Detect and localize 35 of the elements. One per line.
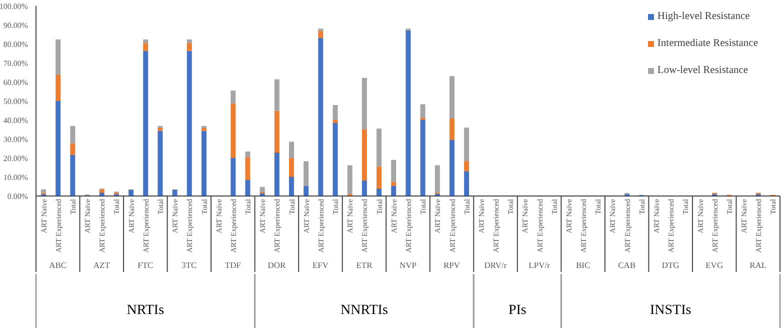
legend-label: Intermediate Resistance xyxy=(657,37,758,51)
text: 3TC xyxy=(182,260,198,270)
text: RPV xyxy=(443,260,461,270)
text: EFV xyxy=(312,260,330,270)
y-tick-label: 20.00% xyxy=(3,154,28,163)
text: NNRTIs xyxy=(340,303,388,318)
text: DTG xyxy=(662,260,680,270)
text: INSTIs xyxy=(650,303,692,318)
text: TDF xyxy=(224,260,242,270)
y-tick-label: 0.00% xyxy=(7,192,28,201)
legend-label: Low-level Resistance xyxy=(657,64,748,78)
text: NVP xyxy=(399,260,417,270)
y-tick-label: 100.00% xyxy=(0,2,28,11)
text: CAB xyxy=(618,260,636,270)
text: PIs xyxy=(508,303,526,318)
y-tick-label: 50.00% xyxy=(3,96,28,106)
text: AZT xyxy=(93,260,111,270)
text: LPV/r xyxy=(528,260,550,270)
text: ETR xyxy=(356,260,373,270)
y-tick-label: 10.00% xyxy=(3,172,28,182)
text: NRTIs xyxy=(126,303,164,318)
y-tick-label: 60.00% xyxy=(3,78,28,87)
text: FTC xyxy=(138,260,154,270)
legend-label: High-level Resistance xyxy=(657,10,750,24)
y-tick-label: 90.00% xyxy=(3,20,28,30)
text: ABC xyxy=(49,260,67,270)
y-tick-label: 40.00% xyxy=(3,116,28,125)
text: BIC xyxy=(576,260,590,270)
text: DRV/r xyxy=(484,260,507,270)
y-tick-label: 30.00% xyxy=(3,134,28,144)
text: RAL xyxy=(750,260,767,270)
y-tick-label: 70.00% xyxy=(3,58,28,68)
text: DOR xyxy=(268,260,286,270)
y-tick-label: 80.00% xyxy=(3,40,28,49)
text: EVG xyxy=(706,260,724,270)
